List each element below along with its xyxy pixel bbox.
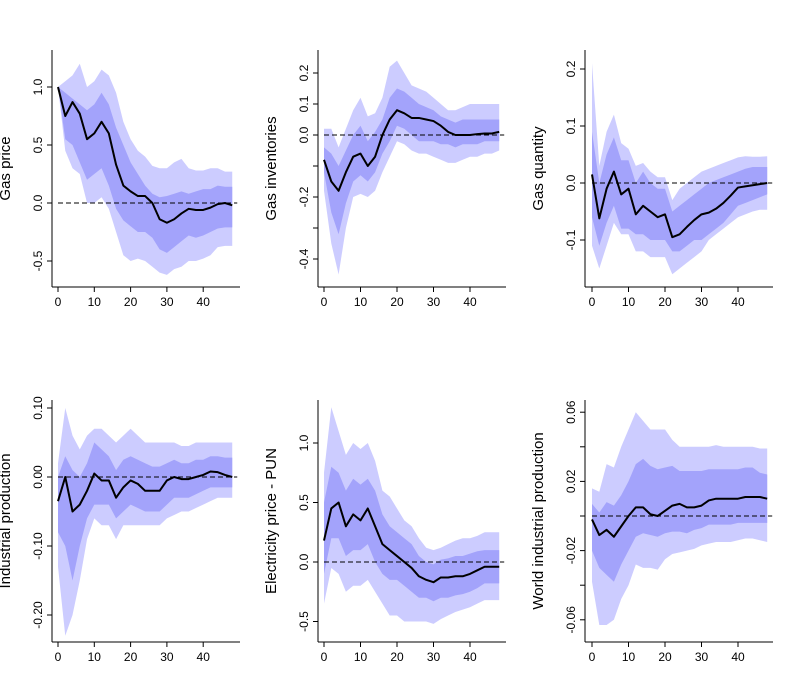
inner-confidence-band	[324, 88, 500, 235]
y-tick-label: 0.10	[31, 396, 45, 420]
y-tick-label: -0.10	[31, 532, 45, 560]
panel-1: 0 10 20 30 40 -0.5 0.0 0.5 1.0 Gas price	[0, 50, 240, 309]
y-axis-label: Gas inventories	[263, 116, 280, 220]
x-tick-label: 0	[55, 295, 62, 309]
x-tick-label: 0	[589, 650, 596, 664]
y-tick-label: -0.1	[564, 229, 578, 250]
y-tick-label: 0.2	[564, 60, 578, 77]
x-tick-label: 20	[390, 295, 404, 309]
x-tick-label: 30	[160, 650, 174, 664]
y-tick-label: 0.00	[31, 465, 45, 489]
x-tick-label: 30	[427, 650, 441, 664]
x-tick-label: 40	[731, 650, 745, 664]
y-tick-label: 0.02	[564, 469, 578, 493]
x-tick-label: 10	[622, 295, 636, 309]
panel-6: 0 10 20 30 40 -0.06 -0.02 0.02 0.06 World industr…	[530, 400, 773, 664]
panel-4: 0 10 20 30 40 -0.20 -0.10 0.00 0.10 Industrial pr…	[0, 396, 240, 664]
x-tick-label: 0	[321, 650, 328, 664]
y-tick-label: -0.06	[564, 606, 578, 634]
x-tick-label: 40	[731, 295, 745, 309]
y-tick-label: 0.2	[297, 64, 311, 81]
panel-5: 0 10 20 30 40 -0.5 0.0 0.5 1.0 Electricity price …	[263, 400, 506, 664]
y-tick-label: 0.1	[564, 117, 578, 134]
y-tick-label: 1.0	[31, 78, 45, 95]
y-tick-label: 0.5	[297, 494, 311, 511]
y-tick-label: 0.0	[297, 126, 311, 143]
x-tick-label: 40	[197, 650, 211, 664]
x-tick-label: 10	[354, 650, 368, 664]
y-tick-label: 0.5	[31, 136, 45, 153]
x-tick-label: 0	[55, 650, 62, 664]
panel-2: 0 10 20 30 40 -0.4 -0.2 0.0 0.1 0.2 Gas inventorie…	[263, 50, 506, 309]
y-tick-label: 0.0	[31, 194, 45, 211]
impulse-response-line	[591, 170, 768, 239]
y-axis-label: Industrial production	[0, 453, 14, 588]
x-tick-label: 20	[658, 650, 672, 664]
inner-confidence-band	[58, 87, 233, 253]
x-tick-label: 0	[321, 295, 328, 309]
inner-confidence-band	[592, 131, 768, 252]
outer-confidence-band	[324, 60, 500, 275]
x-tick-label: 10	[88, 650, 102, 664]
y-tick-label: -0.2	[297, 186, 311, 207]
impulse-response-line	[57, 86, 233, 224]
impulse-response-line	[323, 109, 500, 192]
y-axis-label: Gas quantity	[530, 126, 547, 211]
impulse-response-line	[323, 501, 500, 584]
y-tick-label: 0.1	[297, 95, 311, 112]
y-tick-label: -0.20	[31, 601, 45, 629]
y-tick-label: 0.06	[564, 400, 578, 424]
x-tick-label: 20	[390, 650, 404, 664]
x-tick-label: 40	[197, 295, 211, 309]
y-tick-label: 1.0	[297, 434, 311, 451]
x-tick-label: 40	[463, 650, 477, 664]
x-tick-label: 20	[124, 295, 138, 309]
x-tick-label: 10	[622, 650, 636, 664]
x-tick-label: 30	[695, 650, 709, 664]
x-tick-label: 30	[160, 295, 174, 309]
y-axis-label: Gas price	[0, 136, 14, 200]
y-tick-label: -0.5	[297, 611, 311, 632]
x-tick-label: 20	[658, 295, 672, 309]
y-tick-label: -0.4	[297, 248, 311, 269]
impulse-response-line	[57, 470, 233, 513]
x-tick-label: 0	[589, 295, 596, 309]
panel-3: 0 10 20 30 40 -0.1 0.0 0.1 0.2 Gas quantity	[530, 50, 773, 309]
y-tick-label: 0.0	[297, 553, 311, 570]
x-tick-label: 20	[124, 650, 138, 664]
impulse-response-line	[591, 495, 768, 538]
x-tick-label: 30	[695, 295, 709, 309]
x-tick-label: 40	[463, 295, 477, 309]
x-tick-label: 10	[88, 295, 102, 309]
y-axis-label: World industrial production	[530, 432, 547, 609]
x-tick-label: 10	[354, 295, 368, 309]
y-axis-label: Electricity price - PUN	[263, 448, 280, 594]
y-tick-label: 0.0	[564, 174, 578, 191]
y-tick-label: -0.02	[564, 537, 578, 565]
x-tick-label: 30	[427, 295, 441, 309]
inner-confidence-band	[324, 466, 500, 602]
y-tick-label: -0.5	[31, 250, 45, 271]
inner-confidence-band	[592, 458, 768, 582]
